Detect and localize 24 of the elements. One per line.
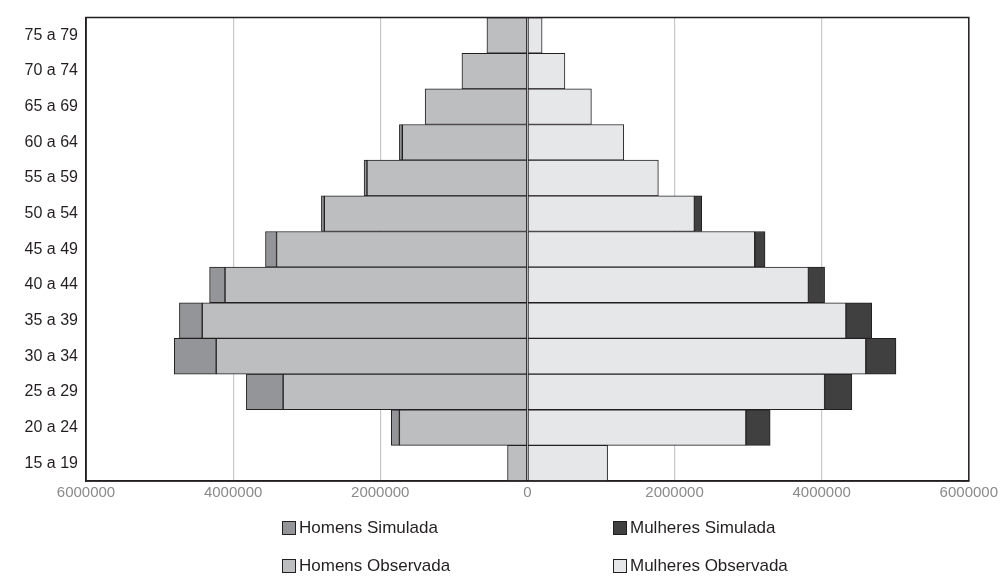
legend-label: Homens Observada [299, 556, 451, 576]
x-tick-label: 2000000 [645, 483, 704, 501]
y-tick-label: 40 a 44 [24, 275, 79, 293]
y-tick-label: 15 a 19 [24, 453, 79, 471]
legend-label: Homens Simulada [299, 518, 438, 538]
x-tick-label: 0 [523, 483, 532, 501]
x-tick-label: 4000000 [203, 483, 263, 501]
y-tick-label: 35 a 39 [24, 311, 79, 328]
x-tick-label: 6000000 [939, 483, 999, 501]
y-tick-label: 30 a 34 [24, 346, 79, 364]
x-tick-label: 2000000 [351, 483, 410, 501]
y-tick-label: 45 a 49 [24, 239, 79, 257]
y-tick-label: 75 a 79 [24, 25, 79, 43]
y-tick-label: 50 a 54 [24, 204, 79, 222]
y-tick-label: 25 a 29 [24, 382, 79, 400]
y-tick-label: 65 a 69 [24, 97, 79, 115]
y-tick-label: 20 a 24 [24, 417, 79, 435]
y-tick-label: 70 a 74 [24, 61, 79, 79]
legend-label: Mulheres Simulada [630, 518, 776, 538]
y-tick-label: 55 a 59 [24, 168, 79, 186]
y-tick-label: 60 a 64 [24, 132, 79, 150]
legend-label: Mulheres Observada [630, 556, 788, 576]
x-tick-label: 4000000 [792, 483, 851, 501]
x-tick-label: 6000000 [56, 483, 116, 501]
